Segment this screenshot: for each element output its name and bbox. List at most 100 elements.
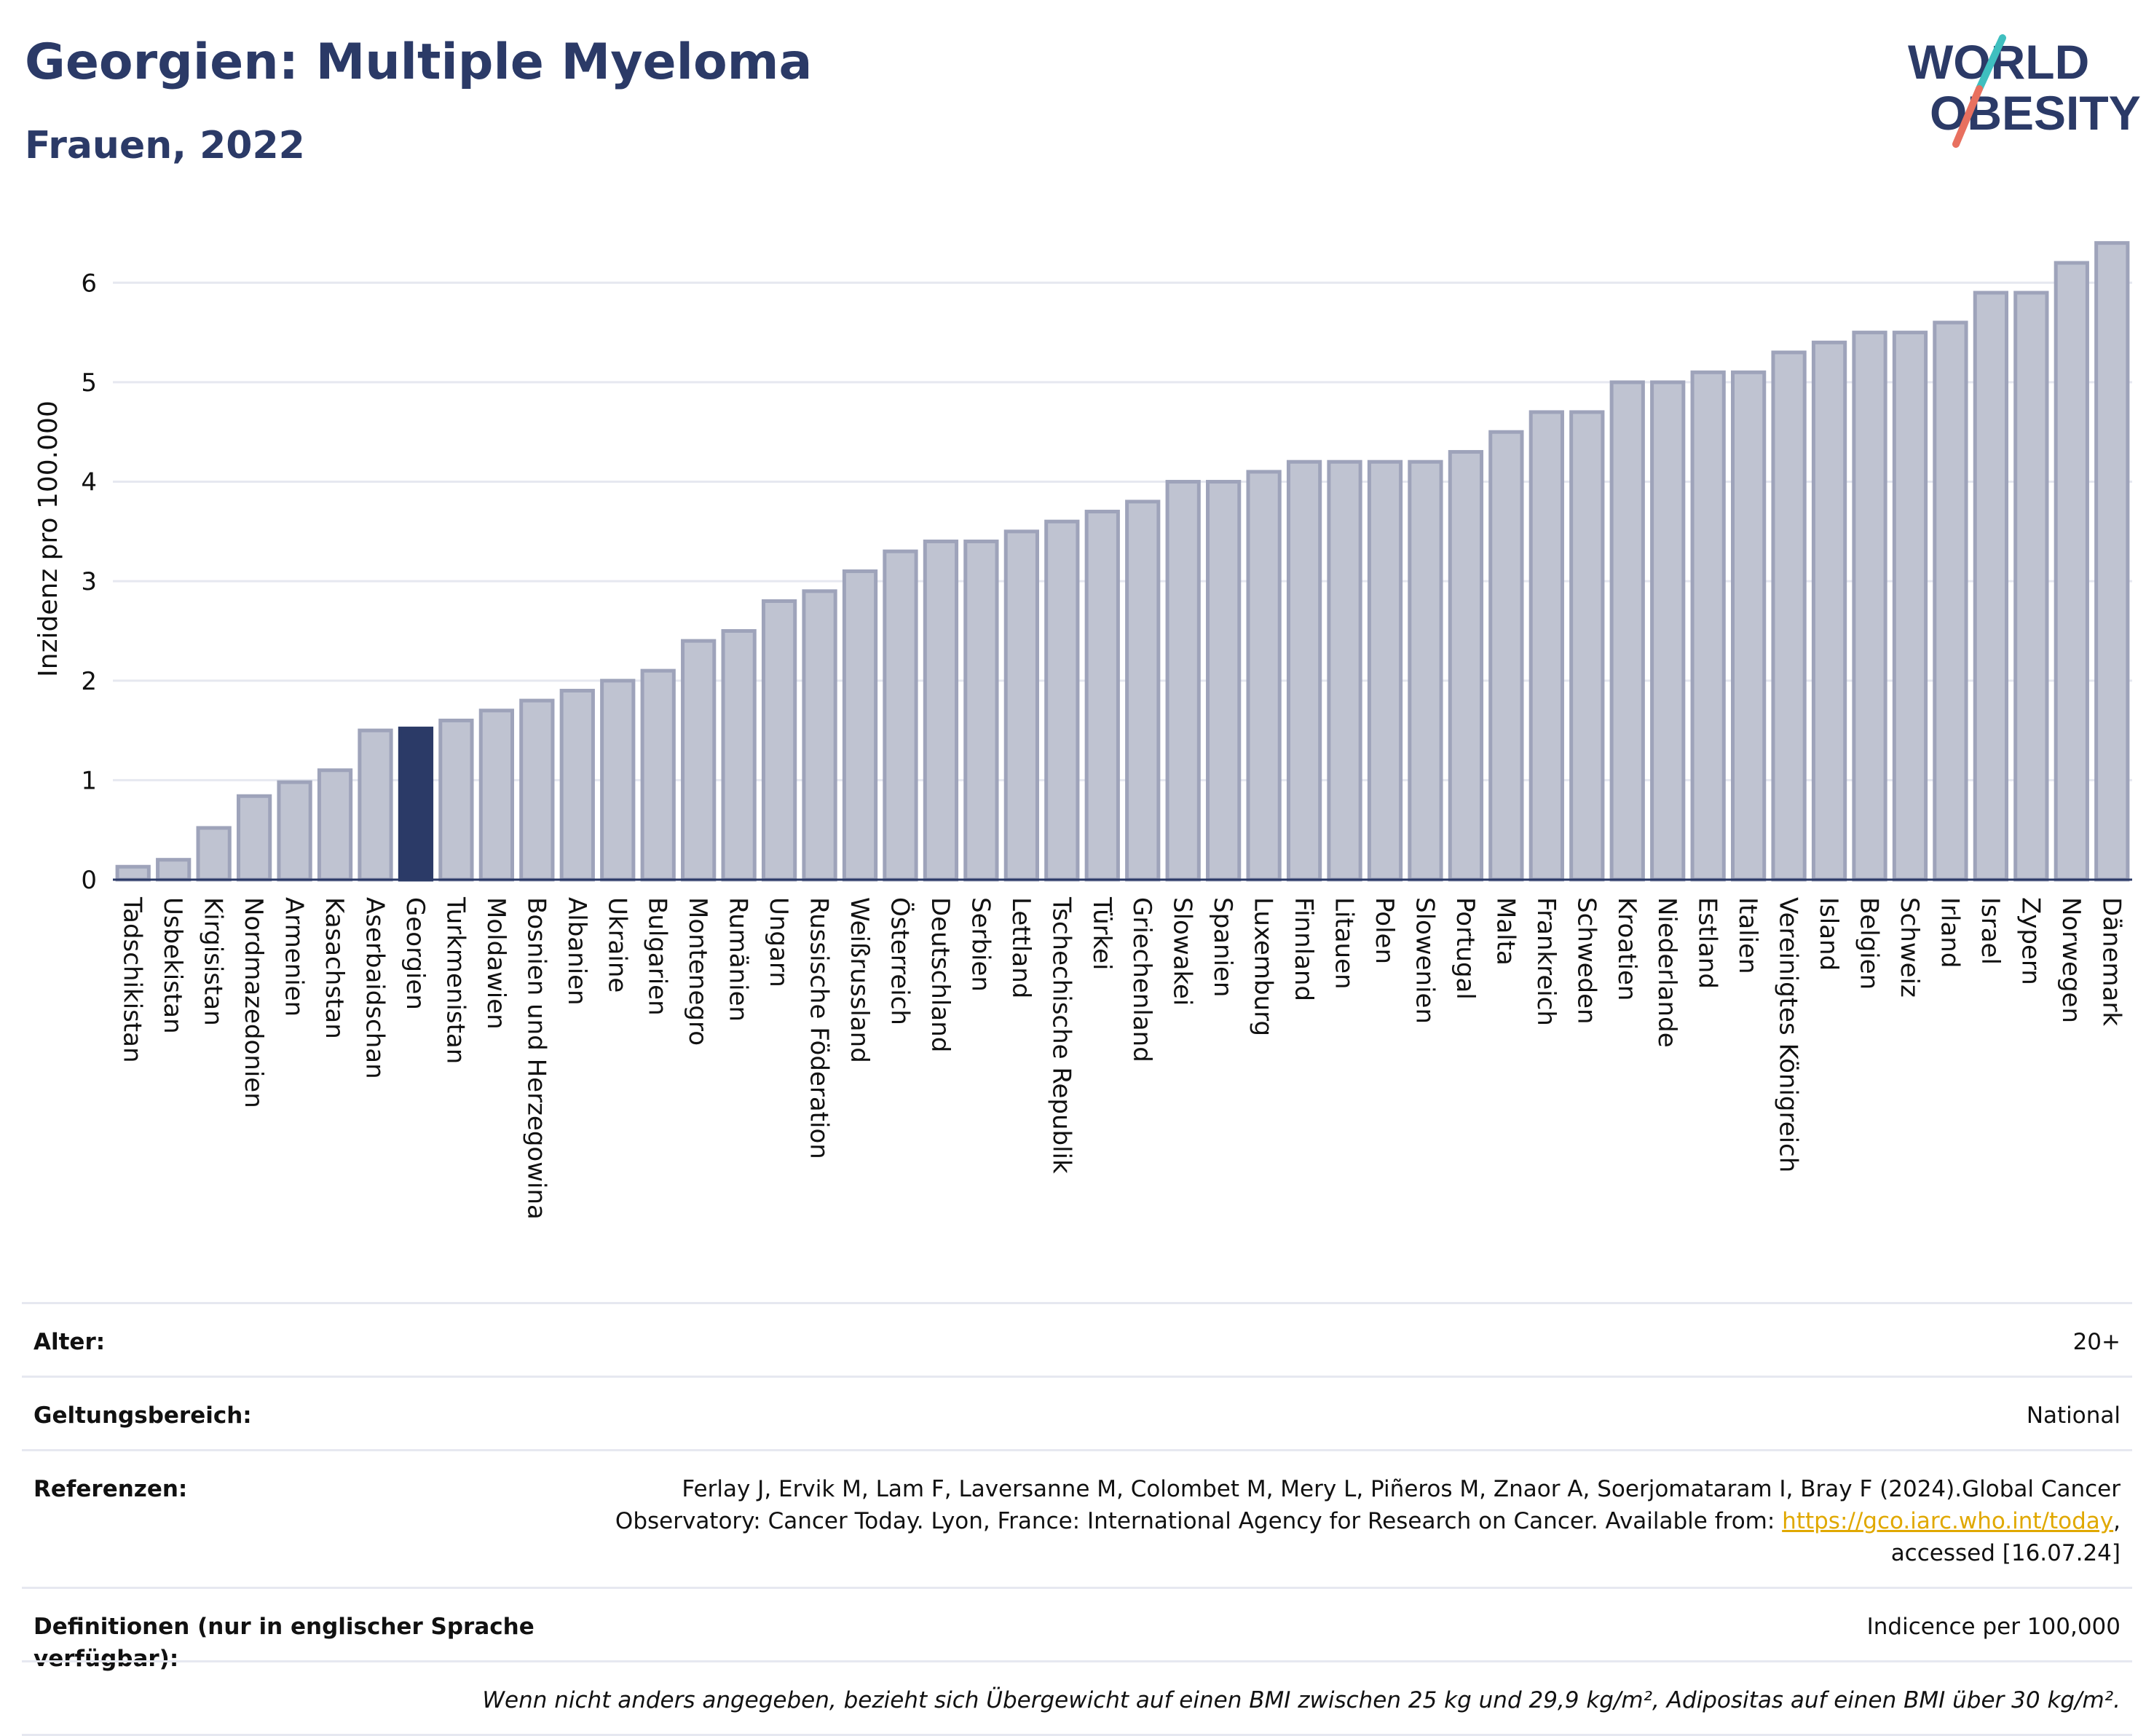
- x-tick-label: Armenien: [280, 897, 309, 1017]
- bar: [761, 599, 797, 882]
- bar: [2054, 261, 2089, 882]
- x-tick-label: Usbekistan: [158, 897, 187, 1034]
- x-tick-label: Zypern: [2016, 897, 2045, 985]
- meta-value-definitions: Indicence per 100,000: [1866, 1614, 2121, 1640]
- y-tick-label: 0: [81, 866, 97, 895]
- x-tick-label: Schweden: [1571, 897, 1601, 1025]
- reference-text: Ferlay J, Ervik M, Lam F, Laversanne M, …: [615, 1476, 2121, 1534]
- x-tick-label: Kirgisistan: [199, 897, 228, 1026]
- x-tick-label: Tadschikistan: [118, 896, 147, 1063]
- bar: [196, 826, 232, 882]
- y-tick-label: 2: [81, 667, 97, 696]
- meta-value-scope: National: [2026, 1402, 2121, 1429]
- y-tick-label: 6: [81, 269, 97, 298]
- bar: [1852, 331, 1887, 882]
- x-tick-label: Litauen: [1330, 897, 1359, 990]
- bar: [883, 549, 918, 882]
- bar: [1933, 320, 1968, 882]
- meta-label-definitions: Definitionen (nur in englischer Sprache …: [33, 1614, 534, 1672]
- bar: [1650, 380, 1686, 882]
- x-tick-label: Nordmazedonien: [239, 897, 268, 1108]
- x-tick-label: Finnland: [1289, 897, 1318, 1001]
- x-tick-label: Belgien: [1855, 897, 1884, 990]
- x-tick-label: Dänemark: [2096, 897, 2126, 1026]
- x-tick-label: Italien: [1733, 897, 1762, 974]
- bar: [1084, 510, 1120, 882]
- x-tick-label: Bulgarien: [643, 897, 672, 1016]
- meta-row-definitions: Definitionen (nur in englischer Sprache …: [22, 1587, 2132, 1672]
- meta-label-age: Alter:: [33, 1329, 106, 1355]
- x-tick-label: Türkei: [1087, 896, 1116, 970]
- x-tick-label: Luxemburg: [1249, 897, 1278, 1036]
- x-tick-label: Österreich: [885, 897, 915, 1025]
- bar: [802, 589, 837, 882]
- x-tick-label: Schweiz: [1895, 897, 1924, 998]
- reference-accessed: , accessed [16.07.24]: [1890, 1508, 2121, 1566]
- bar: [1609, 380, 1645, 882]
- x-tick-label: Slowenien: [1410, 897, 1439, 1024]
- x-tick-label: Russische Föderation: [805, 897, 834, 1159]
- x-tick-label: Griechenland: [1127, 897, 1156, 1062]
- x-tick-label: Portugal: [1451, 897, 1480, 1000]
- meta-label-references: Referenzen:: [33, 1476, 188, 1502]
- bar: [519, 698, 555, 882]
- bar: [1811, 340, 1847, 882]
- y-tick-labels: 0 1 2 3 4 5 6: [81, 269, 97, 895]
- x-tick-label: Bosnien und Herzegowina: [521, 897, 551, 1220]
- bar: [1125, 500, 1161, 882]
- logo-slash-teal: [1976, 34, 2006, 92]
- bar: [559, 688, 595, 882]
- bar: [1892, 331, 1928, 882]
- bar: [842, 569, 878, 882]
- bar: [1731, 370, 1767, 882]
- bar: [1165, 480, 1201, 882]
- x-tick-label: Vereinigtes Königreich: [1774, 897, 1803, 1172]
- x-tick-label: Rumänien: [724, 897, 753, 1022]
- meta-label-scope: Geltungsbereich:: [33, 1402, 252, 1429]
- x-tick-label: Kasachstan: [320, 897, 349, 1039]
- x-tick-label: Ungarn: [764, 897, 793, 987]
- x-tick-label: Slowakei: [1168, 897, 1197, 1006]
- x-tick-label: Estland: [1693, 897, 1722, 989]
- bar: [1771, 350, 1807, 882]
- x-tick-label: Island: [1814, 897, 1843, 971]
- bar: [156, 858, 192, 882]
- x-tick-label: Turkmenistan: [441, 896, 470, 1064]
- bar: [115, 864, 151, 882]
- bar: [1044, 519, 1080, 882]
- reference-link[interactable]: https://gco.iarc.who.int/today: [1782, 1508, 2114, 1534]
- bar: [721, 628, 757, 882]
- bar: [640, 668, 676, 882]
- bar: [1973, 291, 2009, 882]
- meta-value-age: 20+: [2072, 1329, 2121, 1355]
- bar: [1327, 459, 1362, 882]
- x-tick-label: Aserbaidschan: [360, 897, 389, 1079]
- page-title: Georgien: Multiple Myeloma: [25, 33, 813, 91]
- x-tick-label: Kroatien: [1612, 897, 1641, 1001]
- footnote: Wenn nicht anders angegeben, bezieht sic…: [22, 1660, 2132, 1736]
- x-tick-label: Norwegen: [2056, 897, 2086, 1023]
- bar: [1488, 430, 1524, 882]
- x-tick-labels: Tadschikistan Usbekistan Kirgisistan Nordma…: [118, 896, 2126, 1220]
- bar: [600, 679, 636, 882]
- bar: [2094, 241, 2130, 882]
- x-tick-label: Irland: [1935, 897, 1964, 968]
- world-obesity-logo: WORLD OBESITY: [1908, 34, 2141, 148]
- bar: [317, 768, 353, 882]
- metadata-table: Alter: 20+ Geltungsbereich: National Ref…: [22, 1302, 2132, 1736]
- x-tick-label: Israel: [1976, 897, 2005, 965]
- bar: [1528, 410, 1564, 882]
- x-tick-label: Lettland: [1006, 897, 1035, 998]
- logo-slash-coral: [1952, 85, 1983, 148]
- bar: [1206, 480, 1242, 882]
- x-tick-label: Albanien: [562, 897, 591, 1006]
- meta-value-references: Ferlay J, Ervik M, Lam F, Laversanne M, …: [587, 1473, 2121, 1569]
- meta-row-references: Referenzen: Ferlay J, Ervik M, Lam F, La…: [22, 1449, 2132, 1587]
- bar: [1003, 529, 1039, 882]
- x-tick-label: Georgien: [401, 897, 430, 1010]
- bar: [681, 639, 717, 882]
- x-tick-label: Malta: [1491, 897, 1520, 966]
- x-tick-label: Spanien: [1208, 897, 1237, 997]
- x-tick-label: Frankreich: [1531, 897, 1561, 1026]
- bar: [1367, 459, 1403, 882]
